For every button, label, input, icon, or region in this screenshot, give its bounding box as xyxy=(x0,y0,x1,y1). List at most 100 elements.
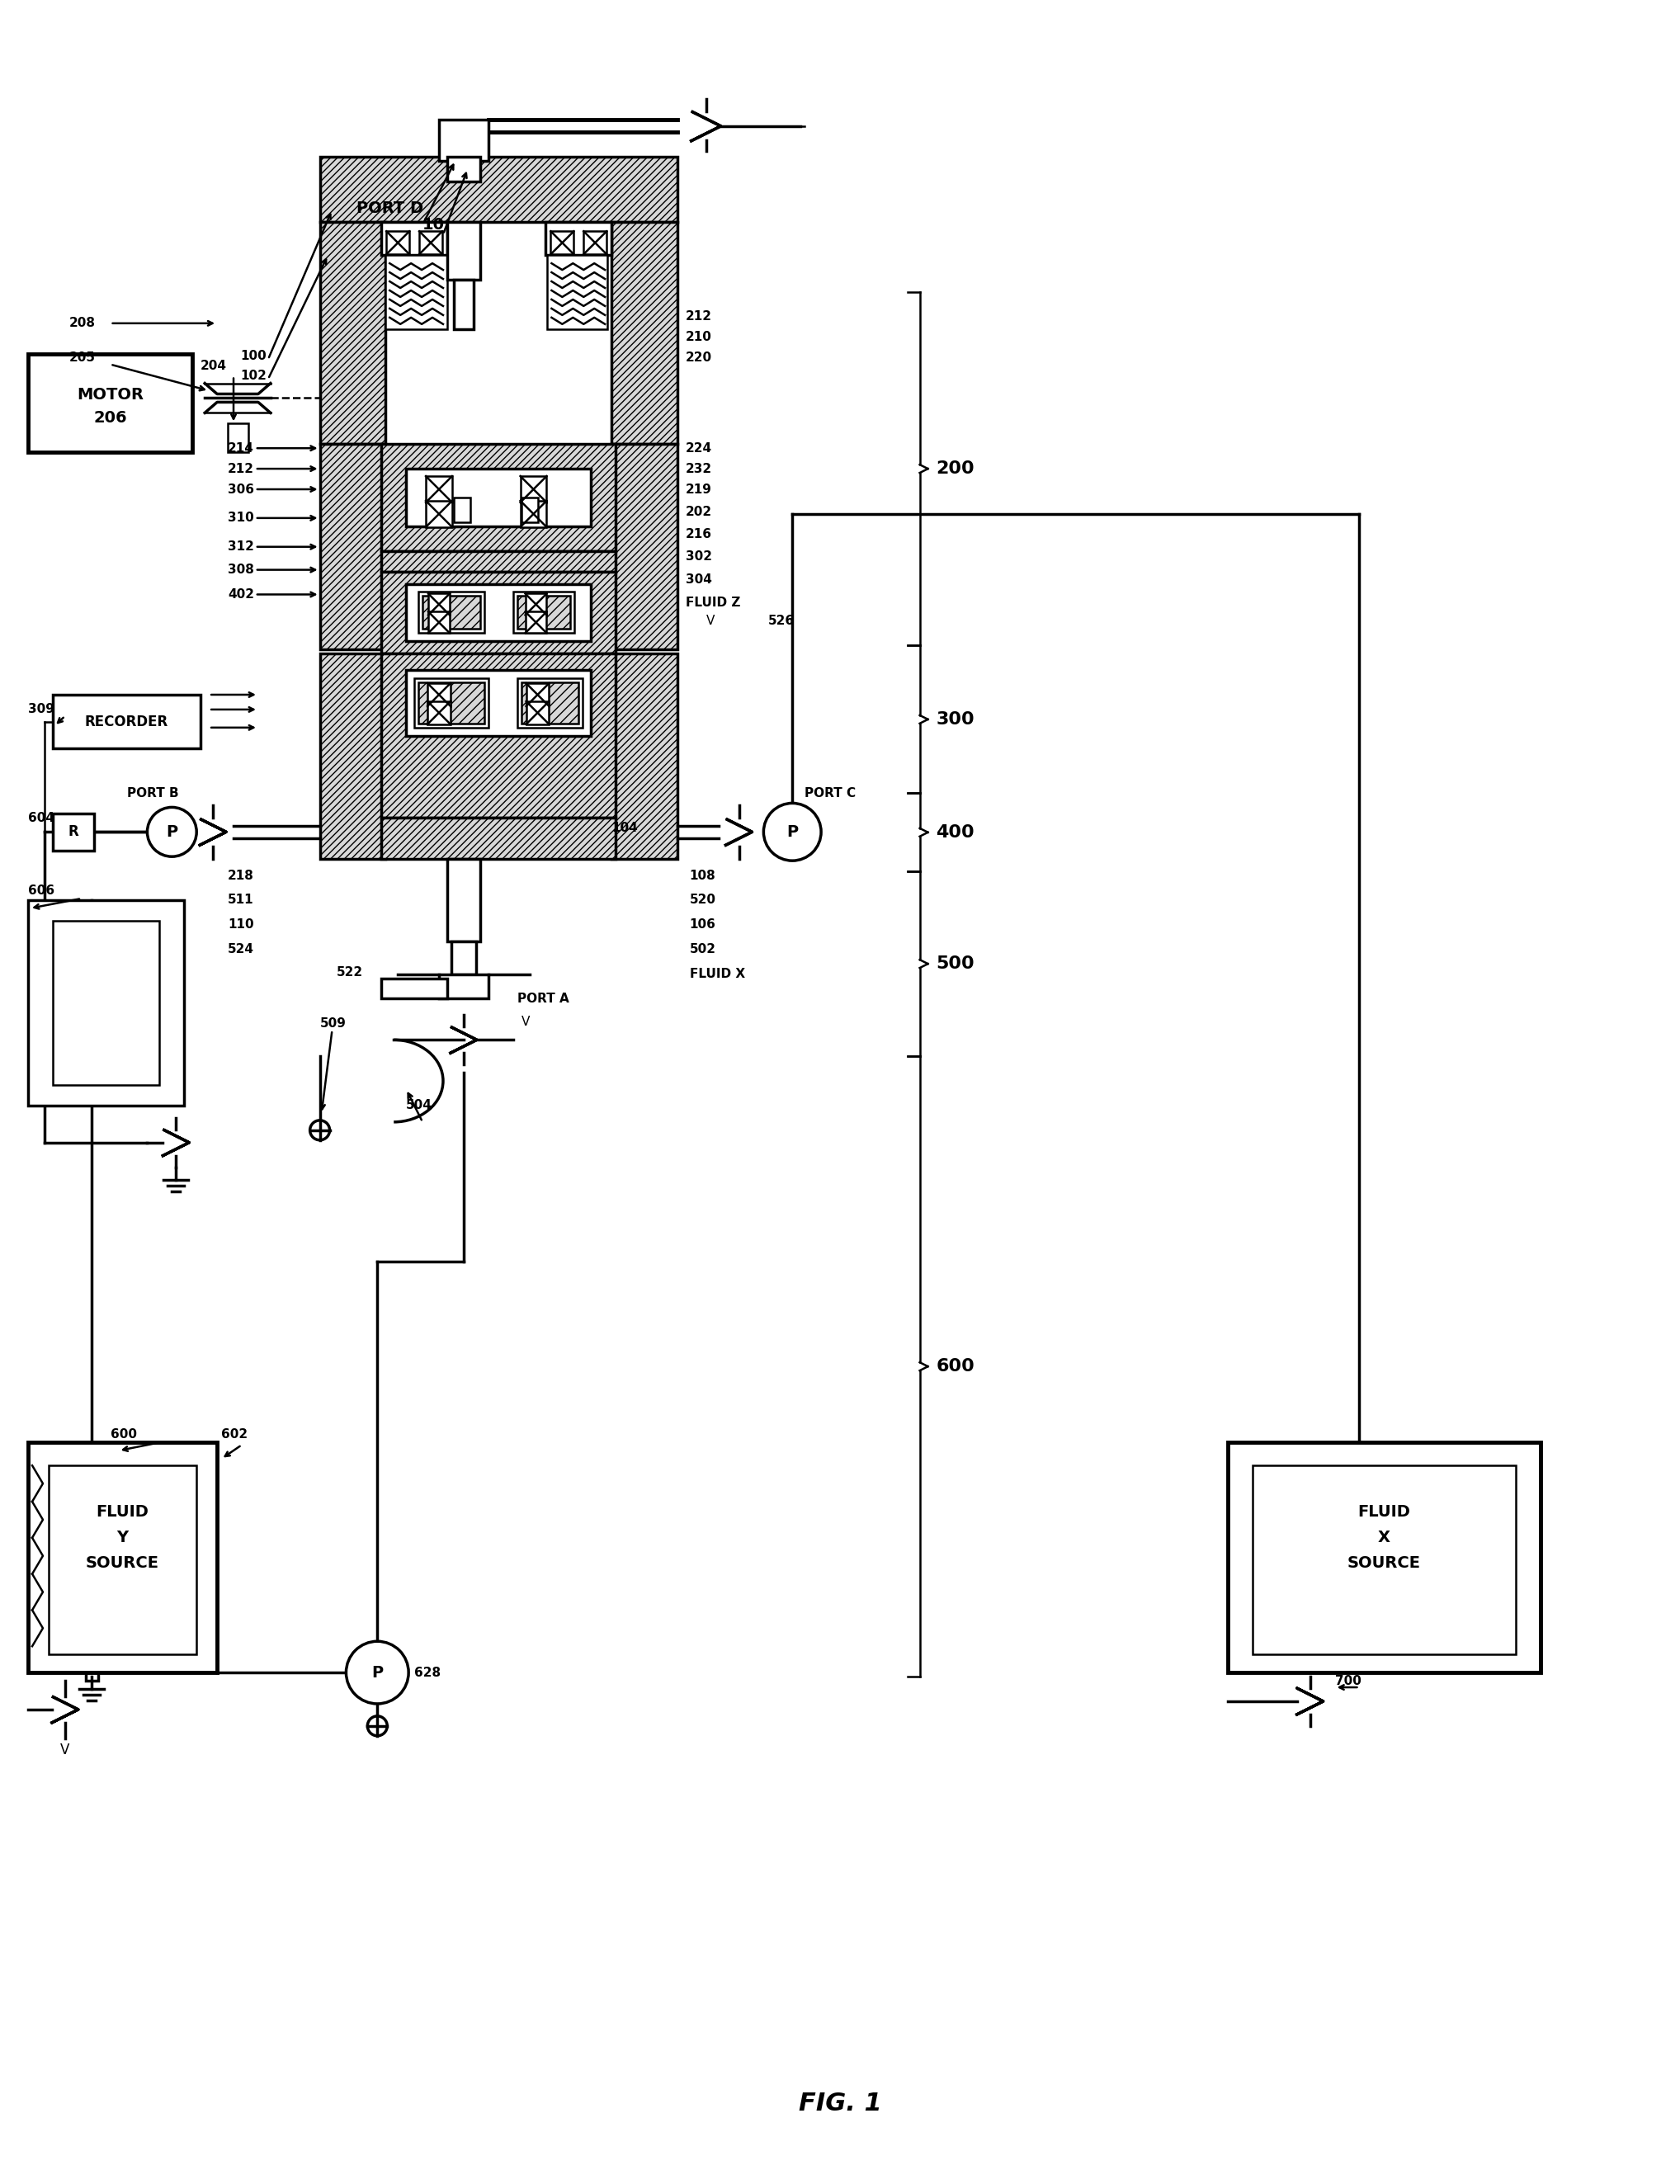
Bar xyxy=(526,612,546,633)
Bar xyxy=(447,223,480,280)
Bar xyxy=(427,684,450,705)
Text: V: V xyxy=(521,1016,529,1029)
Bar xyxy=(29,900,185,1105)
Text: 600: 600 xyxy=(936,1358,974,1374)
Bar xyxy=(521,681,578,723)
Text: 232: 232 xyxy=(685,463,712,474)
Text: V: V xyxy=(60,1743,71,1758)
Text: 219: 219 xyxy=(685,483,712,496)
Bar xyxy=(386,256,447,330)
Bar xyxy=(49,1465,197,1655)
Text: 200: 200 xyxy=(936,461,974,476)
Text: 205: 205 xyxy=(69,352,96,365)
Bar xyxy=(381,223,447,256)
Bar xyxy=(423,596,480,629)
Text: SOURCE: SOURCE xyxy=(1347,1555,1421,1570)
Text: FLUID Z: FLUID Z xyxy=(685,596,741,609)
Text: 10: 10 xyxy=(423,216,445,232)
Circle shape xyxy=(309,1120,329,1140)
Text: FLUID X: FLUID X xyxy=(689,968,744,981)
Text: P: P xyxy=(786,823,798,841)
Bar xyxy=(425,500,452,526)
Text: SOURCE: SOURCE xyxy=(86,1555,160,1570)
Bar xyxy=(319,653,386,858)
Bar xyxy=(612,443,677,649)
Text: 604: 604 xyxy=(29,812,54,823)
Text: 224: 224 xyxy=(685,441,712,454)
Bar xyxy=(512,592,575,633)
Bar xyxy=(420,232,442,253)
Text: 202: 202 xyxy=(685,507,712,518)
Text: 310: 310 xyxy=(228,511,254,524)
Text: 208: 208 xyxy=(69,317,96,330)
Bar xyxy=(526,594,546,616)
Bar xyxy=(52,922,160,1085)
Bar xyxy=(438,120,489,162)
Bar xyxy=(526,684,549,705)
Bar xyxy=(454,498,470,522)
Bar xyxy=(546,223,612,256)
Bar xyxy=(551,232,575,253)
Text: 306: 306 xyxy=(228,483,254,496)
Bar xyxy=(1253,1465,1515,1655)
Bar xyxy=(29,1441,217,1673)
Text: R: R xyxy=(67,826,79,839)
Bar xyxy=(612,653,677,858)
Bar xyxy=(583,232,606,253)
Bar xyxy=(381,978,447,998)
Text: FLUID: FLUID xyxy=(96,1505,150,1520)
Bar xyxy=(427,701,450,725)
Circle shape xyxy=(148,808,197,856)
Text: 206: 206 xyxy=(94,411,128,426)
Text: PORT C: PORT C xyxy=(805,786,855,799)
Text: MOTOR: MOTOR xyxy=(77,387,144,402)
Text: 402: 402 xyxy=(228,587,254,601)
Text: 400: 400 xyxy=(936,823,974,841)
Text: FLUID: FLUID xyxy=(1357,1505,1411,1520)
Bar xyxy=(447,157,480,181)
Bar xyxy=(521,500,546,526)
Bar xyxy=(447,858,480,941)
Bar xyxy=(517,679,583,727)
Text: 218: 218 xyxy=(228,869,254,882)
Bar xyxy=(517,596,571,629)
Circle shape xyxy=(764,804,822,860)
Text: 104: 104 xyxy=(612,821,638,834)
Circle shape xyxy=(368,1717,386,1736)
Text: 309: 309 xyxy=(29,703,54,716)
Bar xyxy=(526,701,549,725)
Text: 102: 102 xyxy=(240,369,267,382)
Text: 300: 300 xyxy=(936,712,974,727)
Bar xyxy=(1228,1441,1541,1673)
Text: PORT D: PORT D xyxy=(356,201,423,216)
Text: V: V xyxy=(706,614,714,627)
Text: 212: 212 xyxy=(685,310,712,323)
Text: 214: 214 xyxy=(228,441,254,454)
Text: 304: 304 xyxy=(685,574,712,585)
Text: 606: 606 xyxy=(29,885,54,895)
Text: 628: 628 xyxy=(415,1666,440,1679)
Bar xyxy=(438,974,489,998)
Text: P: P xyxy=(166,823,178,841)
Text: 210: 210 xyxy=(685,332,712,343)
Text: 108: 108 xyxy=(689,869,716,882)
Bar xyxy=(52,815,94,852)
Text: 220: 220 xyxy=(685,352,712,365)
Bar xyxy=(407,470,591,526)
Text: Y: Y xyxy=(118,1531,128,1546)
Bar xyxy=(521,498,538,522)
Bar xyxy=(381,572,615,653)
Text: 110: 110 xyxy=(228,919,254,930)
Text: X: X xyxy=(1378,1531,1391,1546)
Bar xyxy=(415,679,489,727)
Text: 308: 308 xyxy=(228,563,254,577)
Text: 312: 312 xyxy=(228,542,254,553)
Bar xyxy=(319,223,386,443)
Text: 502: 502 xyxy=(689,943,716,957)
Circle shape xyxy=(346,1642,408,1704)
Bar xyxy=(521,476,546,502)
Bar xyxy=(425,476,452,502)
Text: 212: 212 xyxy=(228,463,254,474)
Text: RECORDER: RECORDER xyxy=(86,714,168,729)
Bar xyxy=(86,1673,97,1682)
